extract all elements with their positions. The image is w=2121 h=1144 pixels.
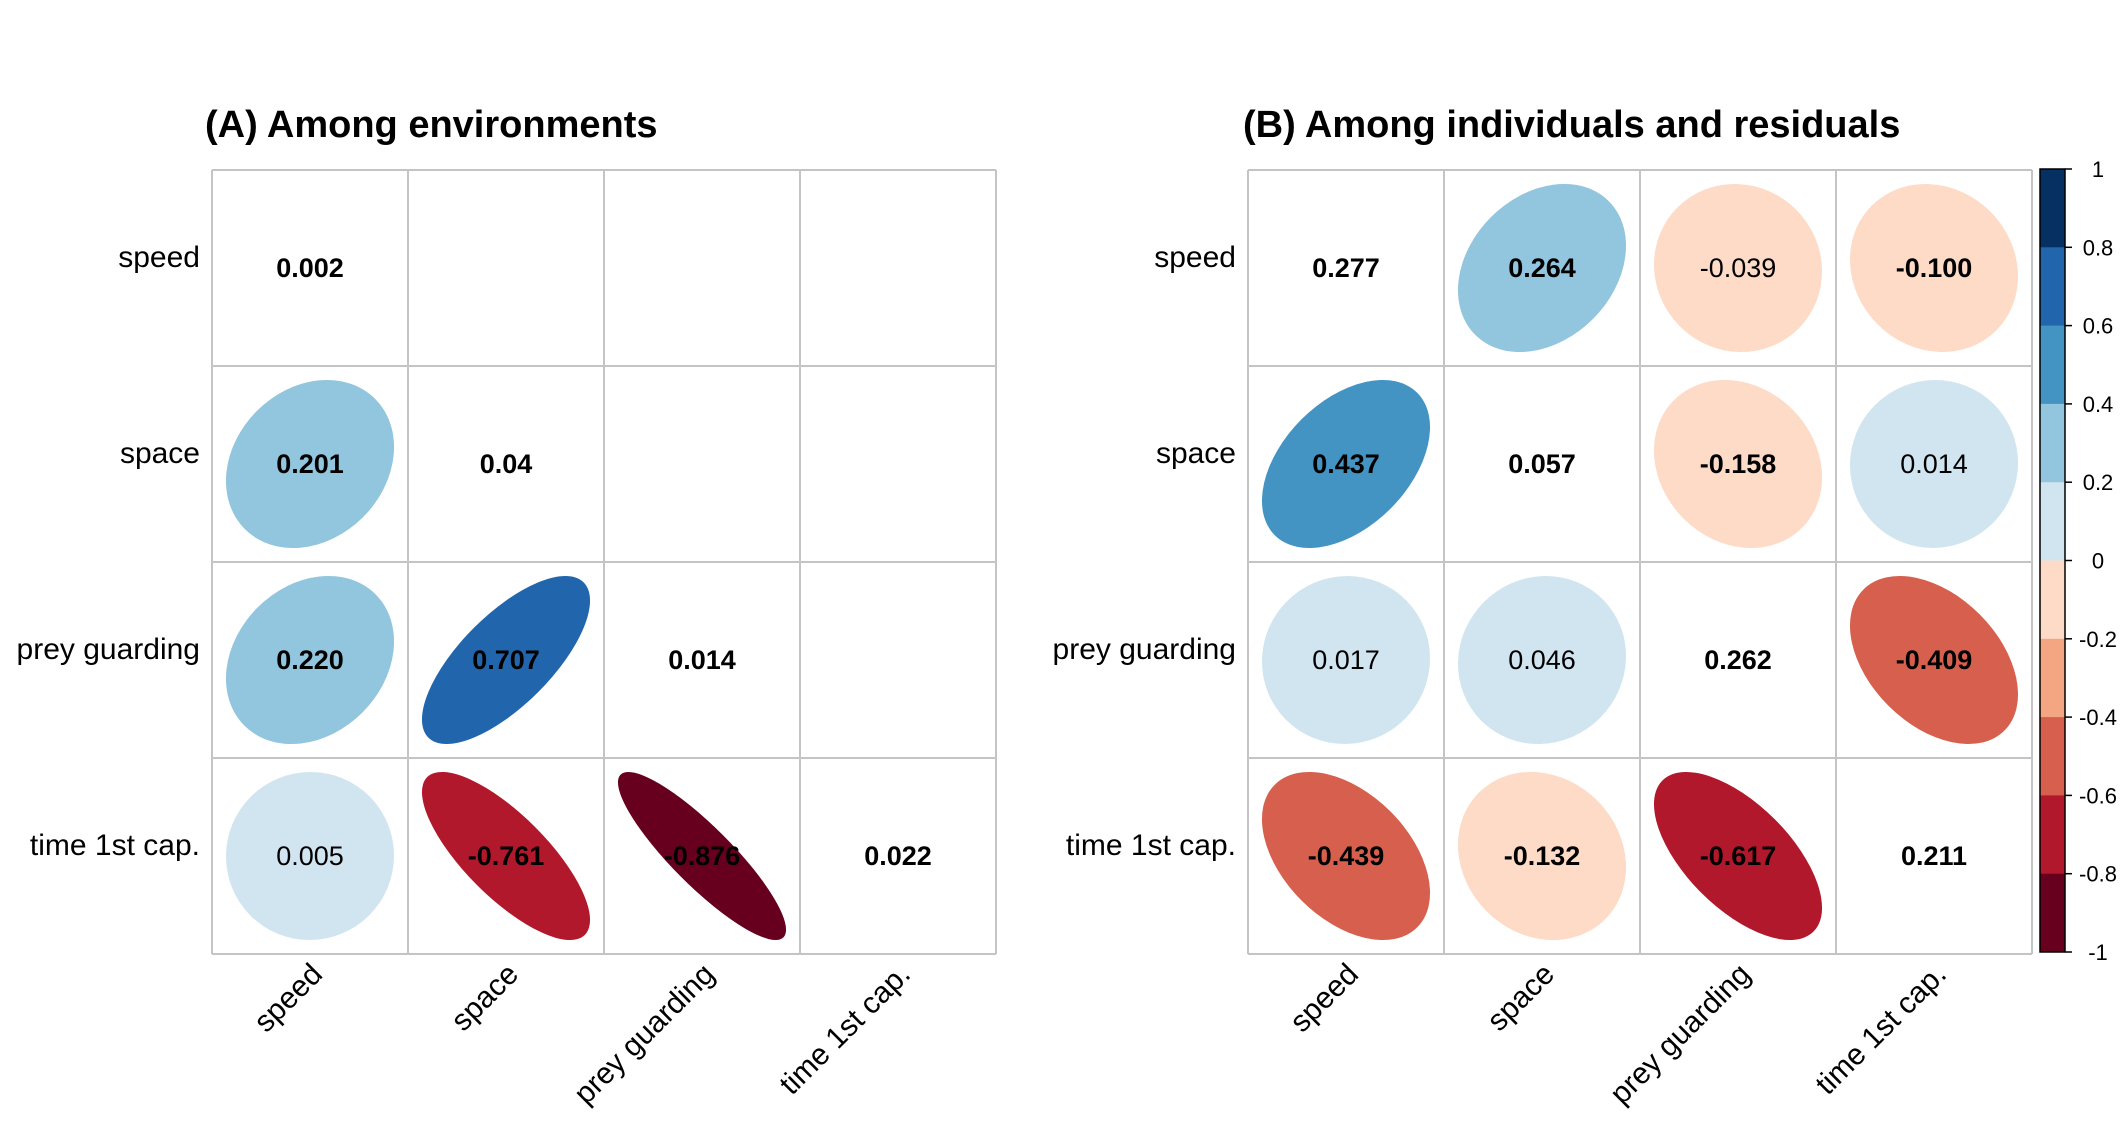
row-label-time-1st-cap: time 1st cap.: [30, 829, 200, 862]
cell-value-label: 0.005: [276, 841, 344, 871]
row-label-space: space: [120, 437, 200, 470]
cell-value-label: 0.057: [1508, 449, 1576, 479]
colorbar-tick-label: 0: [2092, 549, 2104, 574]
cell-value-label: -0.617: [1700, 841, 1777, 871]
cell-value-label: -0.039: [1700, 253, 1777, 283]
correlation-ellipse-space-speed: [1261, 379, 1431, 549]
column-label-prey-guarding: prey guarding: [1604, 958, 1757, 1111]
cell-value-label: -0.132: [1504, 841, 1581, 871]
cell-value-label: 0.220: [276, 645, 344, 675]
colorbar-bin: [2040, 403, 2065, 483]
cell-value-label: 0.002: [276, 253, 344, 283]
colorbar-bin: [2040, 795, 2065, 875]
colorbar-bin: [2040, 169, 2065, 248]
cell-value-label: 0.707: [472, 645, 540, 675]
colorbar-tick-label: -0.4: [2079, 705, 2117, 730]
column-label-prey-guarding: prey guarding: [568, 958, 721, 1111]
row-label-time-1st-cap: time 1st cap.: [1066, 829, 1236, 862]
row-label-prey-guarding: prey guarding: [1053, 633, 1236, 666]
cell-value-label: 0.201: [276, 449, 344, 479]
cell-value-label: 0.017: [1312, 645, 1380, 675]
colorbar-bin: [2040, 325, 2065, 405]
cell-value-label: 0.211: [1901, 841, 1967, 871]
colorbar-tick-label: 0.2: [2083, 470, 2114, 495]
colorbar-bin: [2040, 247, 2065, 327]
cell-value-label: 0.437: [1312, 449, 1380, 479]
colorbar-tick-label: -0.6: [2079, 783, 2117, 808]
colorbar-bin: [2040, 717, 2065, 796]
colorbar-tick-label: -1: [2088, 940, 2108, 965]
cell-value-label: -0.876: [664, 841, 741, 871]
colorbar-bin: [2040, 638, 2065, 718]
cell-value-label: 0.277: [1312, 253, 1380, 283]
row-label-prey-guarding: prey guarding: [17, 633, 200, 666]
correlation-ellipse-space-prey-guarding: [1653, 379, 1823, 549]
row-label-speed: speed: [1154, 241, 1236, 274]
colorbar-tick-label: -0.8: [2079, 862, 2117, 887]
correlation-ellipse-prey-guarding-time-1st-cap: [1849, 575, 2019, 745]
colorbar-tick-label: 0.4: [2083, 392, 2114, 417]
correlation-ellipse-speed-time-1st-cap: [1849, 183, 2019, 353]
cell-value-label: 0.014: [668, 645, 736, 675]
cell-value-label: -0.158: [1700, 449, 1777, 479]
colorbar-legend: 1 0.8 0.6 0.4 0.2 0 -0.2 -0.4 -0.6 -0.8 -1: [2039, 157, 2117, 965]
colorbar-bin: [2040, 873, 2065, 953]
cell-value-label: -0.439: [1308, 841, 1385, 871]
correlation-ellipse-space-speed: [225, 379, 395, 549]
correlation-ellipse-time-1st-cap-speed: [225, 771, 395, 941]
cell-value-label: 0.264: [1508, 253, 1576, 283]
correlation-ellipse-time-1st-cap-space: [421, 771, 591, 941]
cell-value-label: 0.262: [1704, 645, 1772, 675]
column-label-time-1st-cap: time 1st cap.: [1809, 958, 1953, 1102]
column-label-time-1st-cap: time 1st cap.: [773, 958, 917, 1102]
correlation-ellipse-prey-guarding-speed: [225, 575, 395, 745]
correlation-ellipse-time-1st-cap-space: [1457, 771, 1627, 941]
colorbar-bin: [2040, 560, 2065, 640]
colorbar-tick-label: -0.2: [2079, 627, 2117, 652]
cell-value-label: -0.100: [1896, 253, 1973, 283]
cell-value-label: 0.014: [1900, 449, 1968, 479]
correlation-ellipse-time-1st-cap-speed: [1261, 771, 1431, 941]
panel-a-among-environments: (A) Among environments 0.002 0.201 0.04 0.22…: [17, 104, 997, 1111]
colorbar-tick-label: 1: [2092, 157, 2104, 182]
correlation-ellipse-prey-guarding-speed: [1261, 575, 1431, 745]
cell-value-label: -0.761: [468, 841, 545, 871]
column-label-space: space: [445, 958, 525, 1038]
row-label-space: space: [1156, 437, 1236, 470]
colorbar-tick-label: 0.8: [2083, 235, 2114, 260]
column-label-speed: speed: [1284, 958, 1365, 1039]
cell-value-label: -0.409: [1896, 645, 1973, 675]
column-label-space: space: [1481, 958, 1561, 1038]
row-label-speed: speed: [118, 241, 200, 274]
panel-title: (B) Among individuals and residuals: [1243, 104, 1900, 146]
panel-title: (A) Among environments: [205, 104, 658, 146]
panel-b-among-individuals: (B) Among individuals and residuals 0.277…: [1053, 104, 2033, 1111]
cell-value-label: 0.022: [864, 841, 932, 871]
column-label-speed: speed: [248, 958, 329, 1039]
cell-value-label: 0.04: [480, 449, 533, 479]
correlation-ellipse-speed-prey-guarding: [1653, 183, 1823, 353]
correlation-ellipse-time-1st-cap-prey-guarding: [1653, 771, 1823, 941]
correlation-ellipse-prey-guarding-space: [1457, 575, 1627, 745]
correlation-ellipse-time-1st-cap-prey-guarding: [617, 771, 787, 941]
colorbar-bin: [2040, 482, 2065, 561]
correlation-ellipse-prey-guarding-space: [421, 575, 591, 745]
cell-value-label: 0.046: [1508, 645, 1576, 675]
correlation-ellipse-speed-space: [1457, 183, 1627, 353]
colorbar-tick-label: 0.6: [2083, 314, 2114, 339]
correlation-ellipse-space-time-1st-cap: [1849, 379, 2019, 549]
